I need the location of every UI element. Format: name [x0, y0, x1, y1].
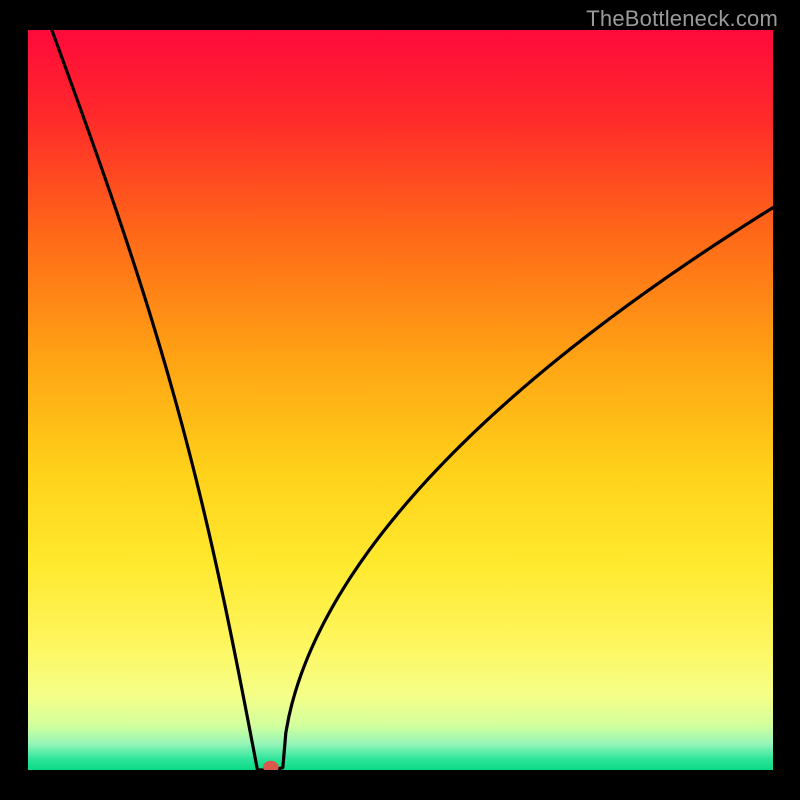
bottleneck-chart — [28, 30, 773, 770]
watermark-text: TheBottleneck.com — [586, 6, 778, 32]
gradient-background — [28, 30, 773, 770]
plot-area — [28, 30, 773, 770]
